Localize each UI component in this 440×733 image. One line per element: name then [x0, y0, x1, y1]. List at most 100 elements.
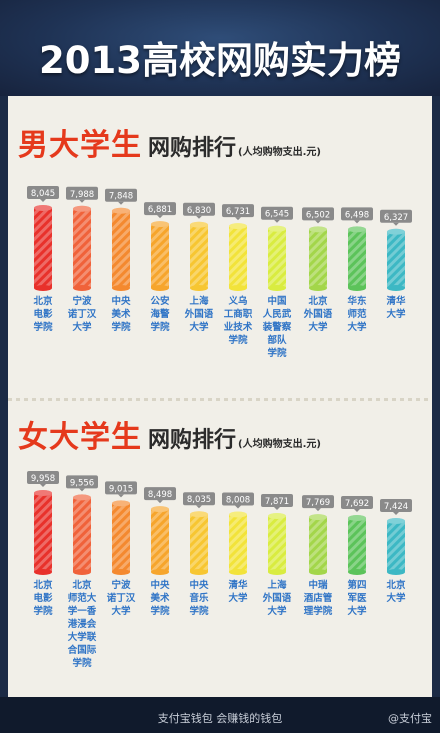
male-bar-stripes: [73, 208, 91, 288]
male-bar-cap-highlight: [268, 225, 286, 232]
female-category-label: 学院: [72, 657, 92, 669]
male-bar-base: [151, 285, 169, 291]
female-value-label-pointer: [79, 488, 85, 492]
male-category-label: 华东: [347, 295, 367, 307]
male-value-label-bg: [261, 206, 293, 220]
male-category-label: 海警: [150, 308, 170, 320]
male-bar-cap: [190, 221, 208, 228]
female-chart-title: 女大学生 网购排行 (人均购物支出.元): [18, 412, 321, 456]
male-bar-cap: [387, 228, 405, 235]
female-bar-stripes: [268, 516, 286, 572]
female-bar-cap: [151, 506, 169, 513]
male-category-label: 中国: [267, 295, 286, 307]
male-bar-cap-highlight: [112, 207, 130, 214]
male-bar-base: [112, 285, 130, 291]
male-bar-cap-highlight: [151, 221, 169, 228]
female-bar-cap-highlight: [387, 517, 405, 524]
male-title-unit: (人均购物支出.元): [238, 147, 321, 158]
male-bar-base: [387, 285, 405, 291]
female-category-label: 酒店管: [304, 592, 333, 604]
female-category-label: 军医: [347, 593, 367, 604]
male-bar-cap: [112, 207, 130, 214]
female-category-label: 上海: [267, 579, 287, 591]
female-category-label: 学院: [189, 605, 209, 617]
female-category-label: 理学院: [304, 605, 333, 617]
male-value-label-bg: [27, 186, 59, 199]
male-title-mid: 网购排行: [148, 136, 237, 161]
female-category-label: 大学: [386, 592, 406, 604]
female-bar-cap: [229, 511, 247, 518]
male-value-label-bg: [222, 204, 254, 218]
male-bar-stripes: [112, 210, 130, 288]
male-bar-stripes: [190, 224, 208, 288]
male-bar-base: [73, 285, 91, 291]
male-category-label: 部队: [267, 334, 287, 346]
male-category-label: 师范: [347, 308, 367, 320]
male-bar-stripes: [387, 231, 405, 288]
male-bar-cap: [348, 226, 366, 233]
male-bar-cap-highlight: [190, 221, 208, 228]
male-value-label-bg: [183, 202, 215, 216]
female-category-label: 电影: [33, 592, 53, 604]
female-bar-cap: [112, 500, 130, 507]
female-value-label: 7,769: [306, 498, 330, 508]
female-value-label: 7,871: [265, 497, 289, 507]
male-bar-cap-highlight: [387, 228, 405, 235]
male-value-label-pointer: [315, 220, 321, 224]
male-bar-stripes: [309, 229, 327, 288]
male-category-label: 北京: [33, 295, 53, 307]
male-bar-base: [190, 285, 208, 291]
male-value-label: 6,830: [187, 206, 211, 216]
female-value-label-bg: [27, 471, 59, 484]
male-bar-cap-highlight: [229, 223, 247, 230]
male-bar-stripes: [348, 229, 366, 288]
male-bar-base: [229, 285, 247, 291]
male-bar-cap-highlight: [309, 226, 327, 233]
male-value-label-pointer: [157, 215, 163, 219]
female-value-label-pointer: [40, 484, 46, 487]
male-category-label: 学院: [111, 321, 131, 333]
female-category-label: 大学: [267, 605, 287, 617]
female-value-label-pointer: [196, 505, 202, 509]
female-category-label: 港浸会: [68, 618, 97, 630]
male-category-label: 大学: [386, 308, 406, 320]
female-value-label: 7,692: [345, 499, 369, 509]
female-title-big: 女大学生: [18, 420, 142, 455]
female-value-label-pointer: [354, 509, 360, 513]
male-value-label-pointer: [196, 215, 202, 219]
male-category-label: 大学: [347, 321, 367, 333]
female-bar-cap-highlight: [268, 513, 286, 520]
male-category-label: 北京: [308, 295, 328, 307]
male-value-label: 8,045: [31, 189, 55, 199]
male-category-label: 诺丁汉: [68, 308, 97, 320]
male-value-label: 6,327: [384, 213, 408, 223]
female-value-label: 8,035: [187, 495, 211, 505]
male-value-label: 6,731: [226, 207, 250, 217]
female-bar-cap: [309, 514, 327, 521]
female-value-label-pointer: [118, 494, 124, 498]
female-bar-stripes: [387, 520, 405, 572]
female-category-label: 北京: [33, 579, 53, 591]
male-value-label-bg: [105, 188, 137, 202]
footer-brand: @支付宝: [388, 712, 432, 725]
female-bar-stripes: [34, 493, 52, 572]
male-bar-stripes: [34, 208, 52, 288]
male-bar-stripes: [229, 226, 247, 288]
male-title-big: 男大学生: [18, 128, 142, 163]
female-bar-base: [34, 569, 52, 575]
female-bar-stripes: [190, 514, 208, 572]
female-title-mid: 网购排行: [148, 428, 237, 453]
male-category-label: 学院: [150, 321, 170, 333]
female-bar-cap-highlight: [229, 511, 247, 518]
female-bar-cap-highlight: [112, 500, 130, 507]
male-value-label-pointer: [235, 217, 241, 221]
male-bar-cap: [309, 226, 327, 233]
header-banner: [0, 0, 440, 96]
male-category-label: 外国语: [303, 308, 333, 320]
female-category-label: 北京: [386, 579, 406, 591]
female-value-label-bg: [261, 494, 293, 508]
female-value-label: 7,424: [384, 502, 408, 512]
female-value-label-bg: [341, 496, 373, 510]
female-category-label: 中央: [189, 579, 209, 591]
